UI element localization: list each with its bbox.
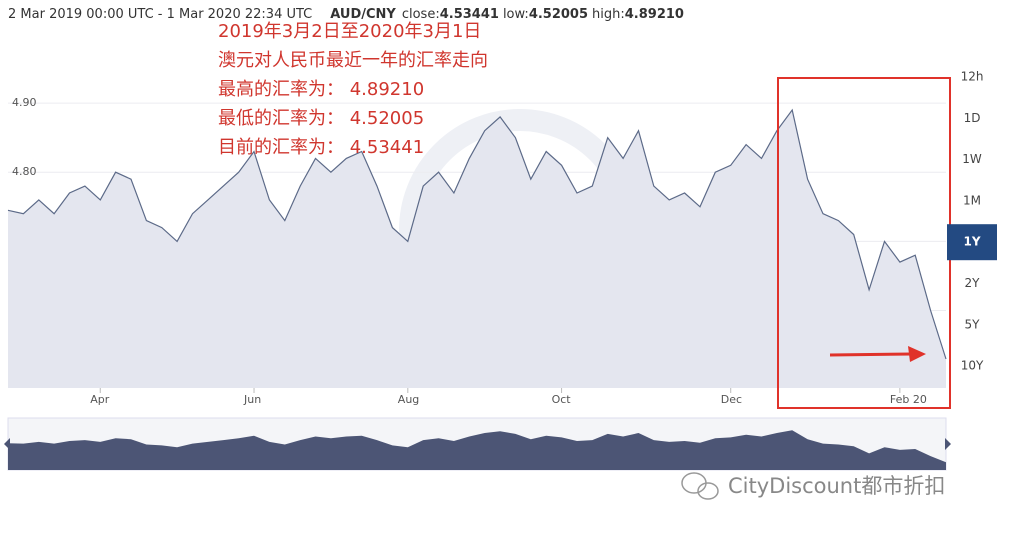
range-button-bg (947, 224, 997, 261)
watermark-icon (681, 472, 719, 500)
stat-label: close: (402, 7, 440, 22)
range-button[interactable]: 2Y (965, 276, 981, 290)
range-button[interactable]: 1Y (963, 235, 980, 249)
stat-value: 4.52005 (529, 7, 588, 22)
stat-value: 4.53441 (440, 7, 499, 22)
annotation: 最高的汇率为： 4.89210 (218, 79, 424, 100)
annotation: 澳元对人民币最近一年的汇率走向 (218, 50, 488, 71)
annotation: 2019年3月2日至2020年3月1日 (218, 21, 481, 42)
navigator-handle (4, 438, 10, 450)
header-range: 2 Mar 2019 00:00 UTC - 1 Mar 2020 22:34 … (8, 7, 312, 22)
stat-label: low: (503, 7, 529, 22)
range-button[interactable]: 1M (963, 193, 981, 207)
range-button[interactable]: 1D (964, 111, 981, 125)
range-button[interactable]: 10Y (961, 359, 984, 373)
header-pair: AUD/CNY (330, 7, 396, 22)
y-tick-label: 4.80 (12, 165, 37, 178)
range-button[interactable]: 1W (962, 152, 982, 166)
range-button[interactable]: 12h (961, 70, 984, 84)
stat-value: 4.89210 (625, 7, 684, 22)
stat-label: high: (592, 7, 625, 22)
x-tick-label: Dec (721, 393, 742, 406)
header: 2 Mar 2019 00:00 UTC - 1 Mar 2020 22:34 … (8, 7, 684, 22)
x-tick-label: Feb 20 (890, 393, 927, 406)
arrow-shaft (829, 352, 913, 357)
navigator-area (8, 430, 946, 470)
x-tick-label: Aug (398, 393, 419, 406)
range-button[interactable]: 5Y (965, 317, 981, 331)
arrow-head (908, 346, 926, 362)
annotation: 最低的汇率为： 4.52005 (218, 108, 424, 129)
watermark: CityDiscount都市折扣 (728, 474, 945, 498)
annotation: 目前的汇率为： 4.53441 (218, 137, 424, 158)
x-tick-label: Jun (243, 393, 261, 406)
y-tick-label: 4.90 (12, 96, 37, 109)
x-tick-label: Oct (552, 393, 572, 406)
line (7, 108, 947, 360)
area-fill (8, 110, 946, 388)
navigator-handle (945, 438, 951, 450)
x-tick-label: Apr (90, 393, 110, 406)
